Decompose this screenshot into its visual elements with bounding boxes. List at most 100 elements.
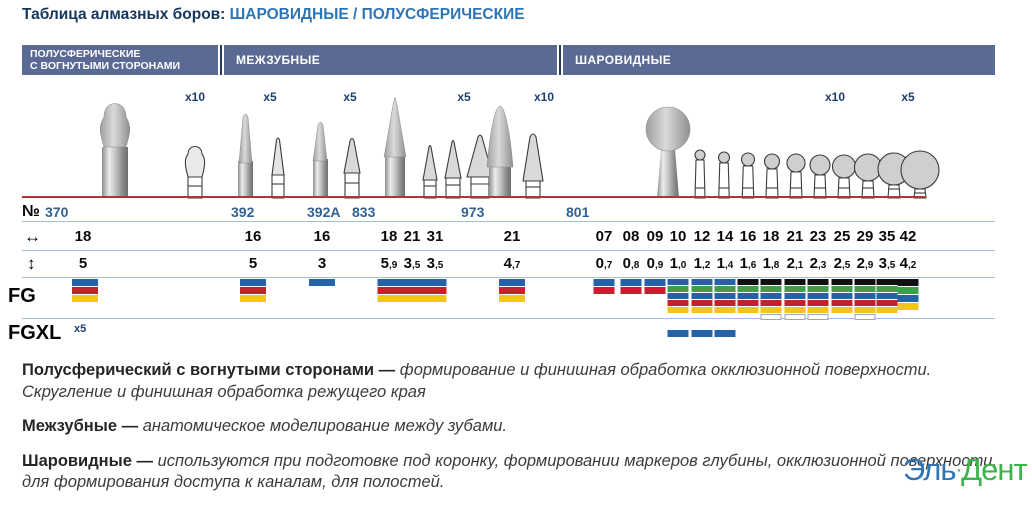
grit-band-blue [854,293,876,299]
bur-photo-833 [383,96,407,198]
length-value: 2,3 [809,255,827,272]
length-value-fraction: ,9 [389,260,398,271]
bur-outline-973 [522,133,544,199]
fg-grit-stack [400,279,424,302]
grit-band-blue [400,279,424,286]
length-value-fraction: ,8 [771,260,780,271]
grit-band-red [784,300,806,306]
bur-outline-833-31 [466,134,494,199]
grit-band-yellow [377,295,401,302]
length-value: 0,9 [646,255,664,272]
length-value: 3,5 [403,255,421,272]
grit-band-green [876,286,898,292]
grit-band-red [831,300,853,306]
row-separator [22,318,995,319]
pack-multiplier-label: x5 [343,90,357,104]
grit-band-yellow [72,295,98,302]
grit-band-black [876,279,898,285]
diameter-value: 31 [426,228,444,245]
bur-photo-801 [645,106,691,198]
grit-band-black [854,279,876,285]
grit-band-yellow [714,307,736,313]
grit-band-blue [240,279,266,286]
grit-band-green [854,286,876,292]
bur-outline-ball [694,149,706,199]
diameter-value: 21 [786,228,804,245]
grit-band-black [760,279,782,285]
eldent-logo: Эль·Дент [903,452,1028,488]
grit-band-blue [667,330,689,337]
description-hemispherical: Полусферический с вогнутыми сторонами — … [22,360,1024,403]
grit-band-red [377,287,401,294]
bur-photo-392 [238,113,253,198]
diameter-value: 42 [899,228,917,245]
diameter-value: 21 [403,228,421,245]
fg-grit-stack [854,279,876,320]
length-value-fraction: ,0 [678,260,687,271]
fg-grit-stack [831,279,853,313]
grit-band-yellow [423,295,447,302]
length-value-fraction: ,5 [887,260,896,271]
section-header-interdental: МЕЖЗУБНЫЕ [224,45,557,75]
description-text: анатомическое моделирование между зубами… [142,417,508,435]
grit-band-red [499,287,525,294]
grit-band-yellow [807,307,829,313]
length-value: 4,2 [899,255,917,272]
grit-band-blue [667,293,689,299]
grit-band-green [737,286,759,292]
grit-band-green [897,287,919,294]
grit-band-blue [714,293,736,299]
grit-band-blue [760,293,782,299]
length-value-fraction: ,4 [725,260,734,271]
fg-grit-stack [377,279,401,302]
grit-band-red [72,287,98,294]
logo-part1: Эль [903,452,956,487]
bur-outline-ball [786,153,806,199]
bur-outline-833-18 [422,144,438,199]
description-term: Межзубные — [22,417,139,435]
diameter-value: 18 [380,228,398,245]
row-label-number: № [22,203,40,220]
description-term: Шаровидные — [22,451,153,470]
grit-band-blue [423,279,447,286]
fg-grit-stack [620,279,642,294]
length-value: 5 [78,255,88,272]
bur-illustrations [99,96,940,199]
grit-band-outline [807,314,829,320]
grit-band-blue [737,293,759,299]
description-term: Полусферический с вогнутыми сторонами — [22,361,396,379]
diameter-value: 16 [739,228,757,245]
grit-band-blue [377,279,401,286]
bur-outline-801-series [694,149,940,199]
diameter-value: 35 [878,228,896,245]
bur-outline-392 [271,137,285,199]
bur-number: 801 [566,204,590,220]
logo-dot: · [955,459,963,481]
pack-multiplier-label: x10 [824,90,846,104]
section-header-hemispherical-label: ПОЛУСФЕРИЧЕСКИЕ С ВОГНУТЫМИ СТОРОНАМИ [30,48,180,72]
diameter-arrow-icon: ↔ [24,227,41,246]
grit-band-red [854,300,876,306]
grit-band-red [400,287,424,294]
length-value-fraction: ,8 [631,260,640,271]
length-value: 1,8 [762,255,780,272]
length-value: 2,9 [856,255,874,272]
page-title-highlight: ШАРОВИДНЫЕ / ПОЛУСФЕРИЧЕСКИЕ [229,6,525,23]
fgxl-grit-stack [714,330,736,337]
length-value: 1,4 [716,255,734,272]
section-header-line1: ПОЛУСФЕРИЧЕСКИЕ [30,48,141,60]
grit-band-yellow [240,295,266,302]
fgxl-grit-stack [691,330,713,337]
fg-grit-stack [240,279,266,302]
grit-band-blue [691,293,713,299]
diameter-value: 18 [762,228,780,245]
grit-band-red [807,300,829,306]
length-value: 3 [317,255,327,272]
length-value-fraction: ,1 [795,260,804,271]
section-header-line2: С ВОГНУТЫМИ СТОРОНАМИ [30,60,181,72]
length-value-fraction: ,5 [435,260,444,271]
fg-grit-stack [691,279,713,313]
fg-grit-stack [499,279,525,302]
diameter-value: 08 [622,228,640,245]
page-title-prefix: Таблица алмазных боров: [22,6,226,23]
